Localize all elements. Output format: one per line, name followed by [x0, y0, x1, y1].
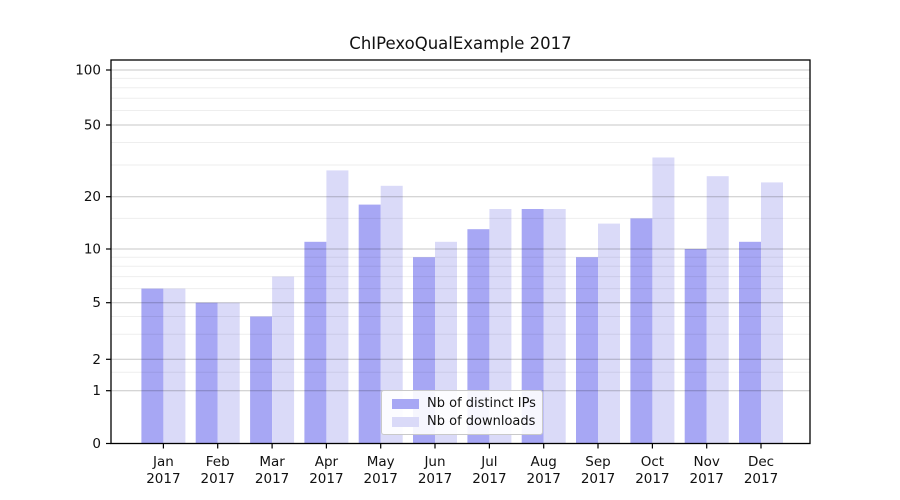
legend-swatch-distinct-ips — [392, 398, 419, 409]
x-tick-label-month-jul: Jul — [480, 454, 497, 470]
bar-distinct-ips-oct — [630, 218, 653, 444]
x-tick-label-year-oct: 2017 — [635, 471, 669, 487]
y-tick-label-50: 50 — [84, 118, 101, 134]
y-tick-label-100: 100 — [75, 63, 101, 79]
bar-downloads-sep — [598, 223, 620, 444]
bar-distinct-ips-feb — [195, 302, 218, 444]
x-tick-label-year-jun: 2017 — [418, 471, 452, 487]
bar-distinct-ips-jan — [141, 288, 164, 444]
x-tick-label-month-jun: Jun — [423, 454, 445, 470]
y-tick-label-2: 2 — [92, 352, 101, 368]
bar-distinct-ips-may — [358, 204, 381, 444]
bar-downloads-apr — [326, 170, 349, 444]
y-tick-label-5: 5 — [92, 295, 101, 311]
bar-downloads-oct — [652, 157, 675, 444]
bar-distinct-ips-nov — [684, 249, 707, 444]
x-tick-label-year-jul: 2017 — [472, 471, 506, 487]
legend-label-distinct-ips: Nb of distinct IPs — [427, 396, 536, 411]
x-tick-label-month-mar: Mar — [259, 454, 285, 470]
bar-downloads-mar — [272, 276, 295, 444]
y-tick-label-20: 20 — [84, 189, 101, 205]
bar-distinct-ips-apr — [304, 241, 327, 444]
x-tick-label-year-jan: 2017 — [146, 471, 180, 487]
bar-distinct-ips-aug — [521, 209, 544, 444]
x-tick-label-month-sep: Sep — [585, 454, 610, 470]
y-tick-label-0: 0 — [92, 436, 101, 452]
plot-border — [110, 59, 811, 445]
x-tick-label-month-nov: Nov — [694, 454, 720, 470]
x-tick-label-year-nov: 2017 — [690, 471, 724, 487]
bar-distinct-ips-dec — [739, 241, 761, 444]
x-tick-label-month-may: May — [367, 454, 395, 470]
x-tick-label-year-mar: 2017 — [255, 471, 289, 487]
x-tick-label-year-dec: 2017 — [744, 471, 778, 487]
bar-downloads-jul — [489, 209, 512, 444]
x-tick-label-year-apr: 2017 — [309, 471, 343, 487]
legend-row-distinct-ips: Nb of distinct IPs — [390, 396, 536, 411]
legend-row-downloads: Nb of downloads — [390, 414, 536, 429]
x-tick-label-month-aug: Aug — [531, 454, 557, 470]
x-tick-label-month-jan: Jan — [152, 454, 174, 470]
x-tick-label-month-apr: Apr — [315, 454, 339, 470]
bar-downloads-dec — [761, 182, 783, 444]
x-tick-label-year-aug: 2017 — [527, 471, 561, 487]
bar-downloads-nov — [706, 176, 729, 444]
x-tick-label-month-feb: Feb — [206, 454, 230, 470]
bar-distinct-ips-mar — [250, 316, 273, 444]
bar-distinct-ips-jul — [467, 229, 490, 444]
legend-swatch-downloads — [392, 416, 419, 427]
bar-downloads-jan — [163, 288, 186, 444]
bar-downloads-may — [380, 185, 403, 444]
y-tick-label-1: 1 — [92, 383, 101, 399]
x-tick-label-year-feb: 2017 — [201, 471, 235, 487]
bar-downloads-feb — [217, 302, 240, 444]
x-tick-label-year-sep: 2017 — [581, 471, 615, 487]
bar-distinct-ips-sep — [576, 257, 598, 444]
x-tick-label-month-oct: Oct — [641, 454, 664, 470]
x-tick-label-year-may: 2017 — [364, 471, 398, 487]
legend: Nb of distinct IPs Nb of downloads — [381, 390, 543, 435]
chart-title: ChIPexoQualExample 2017 — [349, 34, 572, 53]
x-tick-label-month-dec: Dec — [748, 454, 774, 470]
y-tick-label-10: 10 — [84, 242, 101, 258]
bar-downloads-aug — [543, 209, 566, 444]
legend-label-downloads: Nb of downloads — [427, 414, 536, 429]
